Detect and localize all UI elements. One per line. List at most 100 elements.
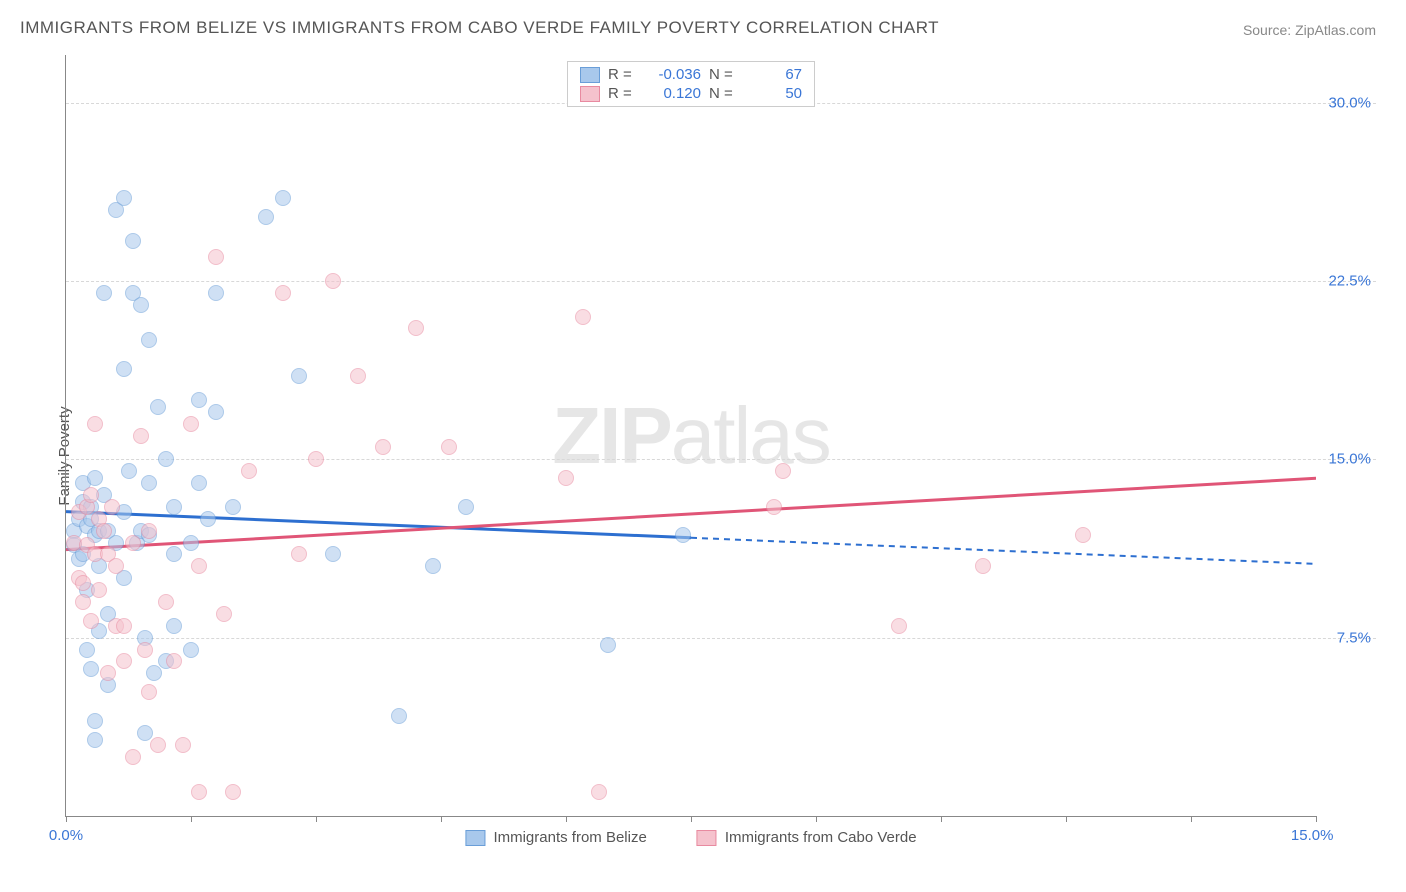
scatter-point: [116, 618, 132, 634]
y-tick-label: 22.5%: [1328, 272, 1371, 289]
scatter-point: [141, 475, 157, 491]
legend-swatch-1b: [697, 830, 717, 846]
chart-container: Family Poverty ZIPatlas R = -0.036 N = 6…: [20, 55, 1376, 857]
scatter-point: [166, 653, 182, 669]
scatter-point: [75, 575, 91, 591]
legend-swatch-1: [580, 86, 600, 102]
scatter-point: [137, 642, 153, 658]
scatter-point: [425, 558, 441, 574]
scatter-point: [766, 499, 782, 515]
n-value: 50: [747, 85, 802, 102]
scatter-point: [121, 463, 137, 479]
scatter-point: [350, 368, 366, 384]
scatter-point: [87, 713, 103, 729]
scatter-point: [83, 613, 99, 629]
legend-item: Immigrants from Belize: [465, 829, 646, 846]
scatter-point: [325, 273, 341, 289]
legend-stats-row: R = -0.036 N = 67: [580, 65, 802, 84]
scatter-point: [133, 428, 149, 444]
scatter-point: [216, 606, 232, 622]
scatter-point: [116, 361, 132, 377]
scatter-point: [87, 732, 103, 748]
x-tick: [691, 816, 692, 822]
scatter-point: [191, 475, 207, 491]
scatter-point: [775, 463, 791, 479]
scatter-point: [191, 558, 207, 574]
scatter-point: [183, 642, 199, 658]
scatter-point: [225, 784, 241, 800]
scatter-point: [183, 535, 199, 551]
scatter-point: [308, 451, 324, 467]
y-tick-label: 30.0%: [1328, 94, 1371, 111]
series-name: Immigrants from Cabo Verde: [725, 829, 917, 846]
x-tick-label: 15.0%: [1291, 827, 1334, 844]
legend-stats-row: R = 0.120 N = 50: [580, 84, 802, 103]
scatter-point: [150, 737, 166, 753]
scatter-point: [133, 297, 149, 313]
n-label: N =: [709, 66, 739, 83]
scatter-point: [600, 637, 616, 653]
scatter-point: [108, 558, 124, 574]
series-name: Immigrants from Belize: [493, 829, 646, 846]
scatter-point: [225, 499, 241, 515]
x-tick: [816, 816, 817, 822]
y-tick-label: 7.5%: [1337, 629, 1371, 646]
x-tick: [316, 816, 317, 822]
scatter-point: [391, 708, 407, 724]
scatter-point: [125, 233, 141, 249]
chart-title: IMMIGRANTS FROM BELIZE VS IMMIGRANTS FRO…: [20, 18, 939, 38]
scatter-point: [191, 392, 207, 408]
scatter-point: [375, 439, 391, 455]
scatter-point: [96, 523, 112, 539]
scatter-point: [208, 285, 224, 301]
scatter-point: [275, 285, 291, 301]
scatter-point: [458, 499, 474, 515]
scatter-point: [241, 463, 257, 479]
r-value: -0.036: [646, 66, 701, 83]
scatter-point: [83, 661, 99, 677]
y-tick-label: 15.0%: [1328, 451, 1371, 468]
scatter-point: [291, 368, 307, 384]
scatter-point: [1075, 527, 1091, 543]
scatter-point: [208, 249, 224, 265]
scatter-point: [441, 439, 457, 455]
n-value: 67: [747, 66, 802, 83]
scatter-point: [408, 320, 424, 336]
scatter-point: [183, 416, 199, 432]
scatter-point: [891, 618, 907, 634]
trend-lines: [66, 55, 1316, 816]
legend-series: Immigrants from Belize Immigrants from C…: [465, 829, 916, 846]
plot-area: ZIPatlas R = -0.036 N = 67 R = 0.120 N =…: [65, 55, 1316, 817]
x-tick: [1316, 816, 1317, 822]
scatter-point: [125, 749, 141, 765]
r-value: 0.120: [646, 85, 701, 102]
scatter-point: [116, 190, 132, 206]
watermark-bold: ZIP: [552, 391, 670, 480]
scatter-point: [141, 332, 157, 348]
scatter-point: [591, 784, 607, 800]
scatter-point: [79, 642, 95, 658]
scatter-point: [166, 618, 182, 634]
x-tick: [566, 816, 567, 822]
scatter-point: [158, 451, 174, 467]
scatter-point: [558, 470, 574, 486]
scatter-point: [325, 546, 341, 562]
scatter-point: [175, 737, 191, 753]
scatter-point: [208, 404, 224, 420]
legend-swatch-0b: [465, 830, 485, 846]
legend-swatch-0: [580, 67, 600, 83]
scatter-point: [91, 582, 107, 598]
gridline: [66, 281, 1376, 282]
r-label: R =: [608, 85, 638, 102]
x-tick: [191, 816, 192, 822]
gridline: [66, 638, 1376, 639]
scatter-point: [87, 470, 103, 486]
x-tick: [66, 816, 67, 822]
scatter-point: [675, 527, 691, 543]
scatter-point: [975, 558, 991, 574]
scatter-point: [150, 399, 166, 415]
gridline: [66, 459, 1376, 460]
x-tick: [441, 816, 442, 822]
scatter-point: [96, 285, 112, 301]
scatter-point: [141, 684, 157, 700]
